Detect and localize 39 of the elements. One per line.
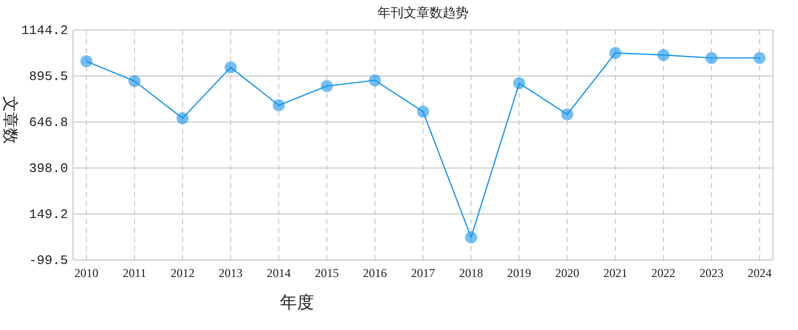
point [706,52,718,64]
y-tick-label: 398.0 [28,160,68,176]
point [754,52,766,64]
x-tick-label: 2013 [218,266,243,280]
point [417,106,429,118]
x-tick-label: 2020 [555,266,580,280]
point [561,108,574,120]
x-tick-label: 2017 [411,266,435,280]
x-tick-label: 2019 [507,266,532,280]
point [128,75,140,88]
point [465,231,478,244]
x-tick-label: 2016 [362,266,387,280]
point [224,61,237,74]
y-tick-label: 646.8 [28,114,68,130]
y-tick-label: 149.2 [28,207,68,222]
x-tick-label: 2022 [651,266,676,280]
x-tick-label: 2023 [700,266,724,280]
chart-title: 年刊文章数趋势 [378,5,468,20]
x-tick-label: 2024 [748,266,772,280]
x-tick-label: 2010 [74,266,98,280]
x-tick-label: 2015 [314,266,339,280]
point [609,46,622,59]
point [272,99,285,112]
x-tick-label: 2012 [170,266,195,280]
y-tick-label: 895.5 [28,68,68,84]
x-tick-label: 2011 [122,266,146,280]
x-tick-label: 2021 [603,266,628,280]
y-axis-title: 文章数 [1,96,19,144]
point [513,77,526,90]
x-tick-label: 2014 [266,266,291,280]
y-tick-label: -99.5 [28,253,68,268]
x-axis-title: 年度 [280,293,314,312]
y-tick-label: 1144.2 [21,23,68,38]
x-tick-label: 2018 [459,266,484,280]
point [657,49,670,62]
point [320,80,333,92]
point [368,74,381,86]
point [80,55,92,68]
point [176,112,189,124]
